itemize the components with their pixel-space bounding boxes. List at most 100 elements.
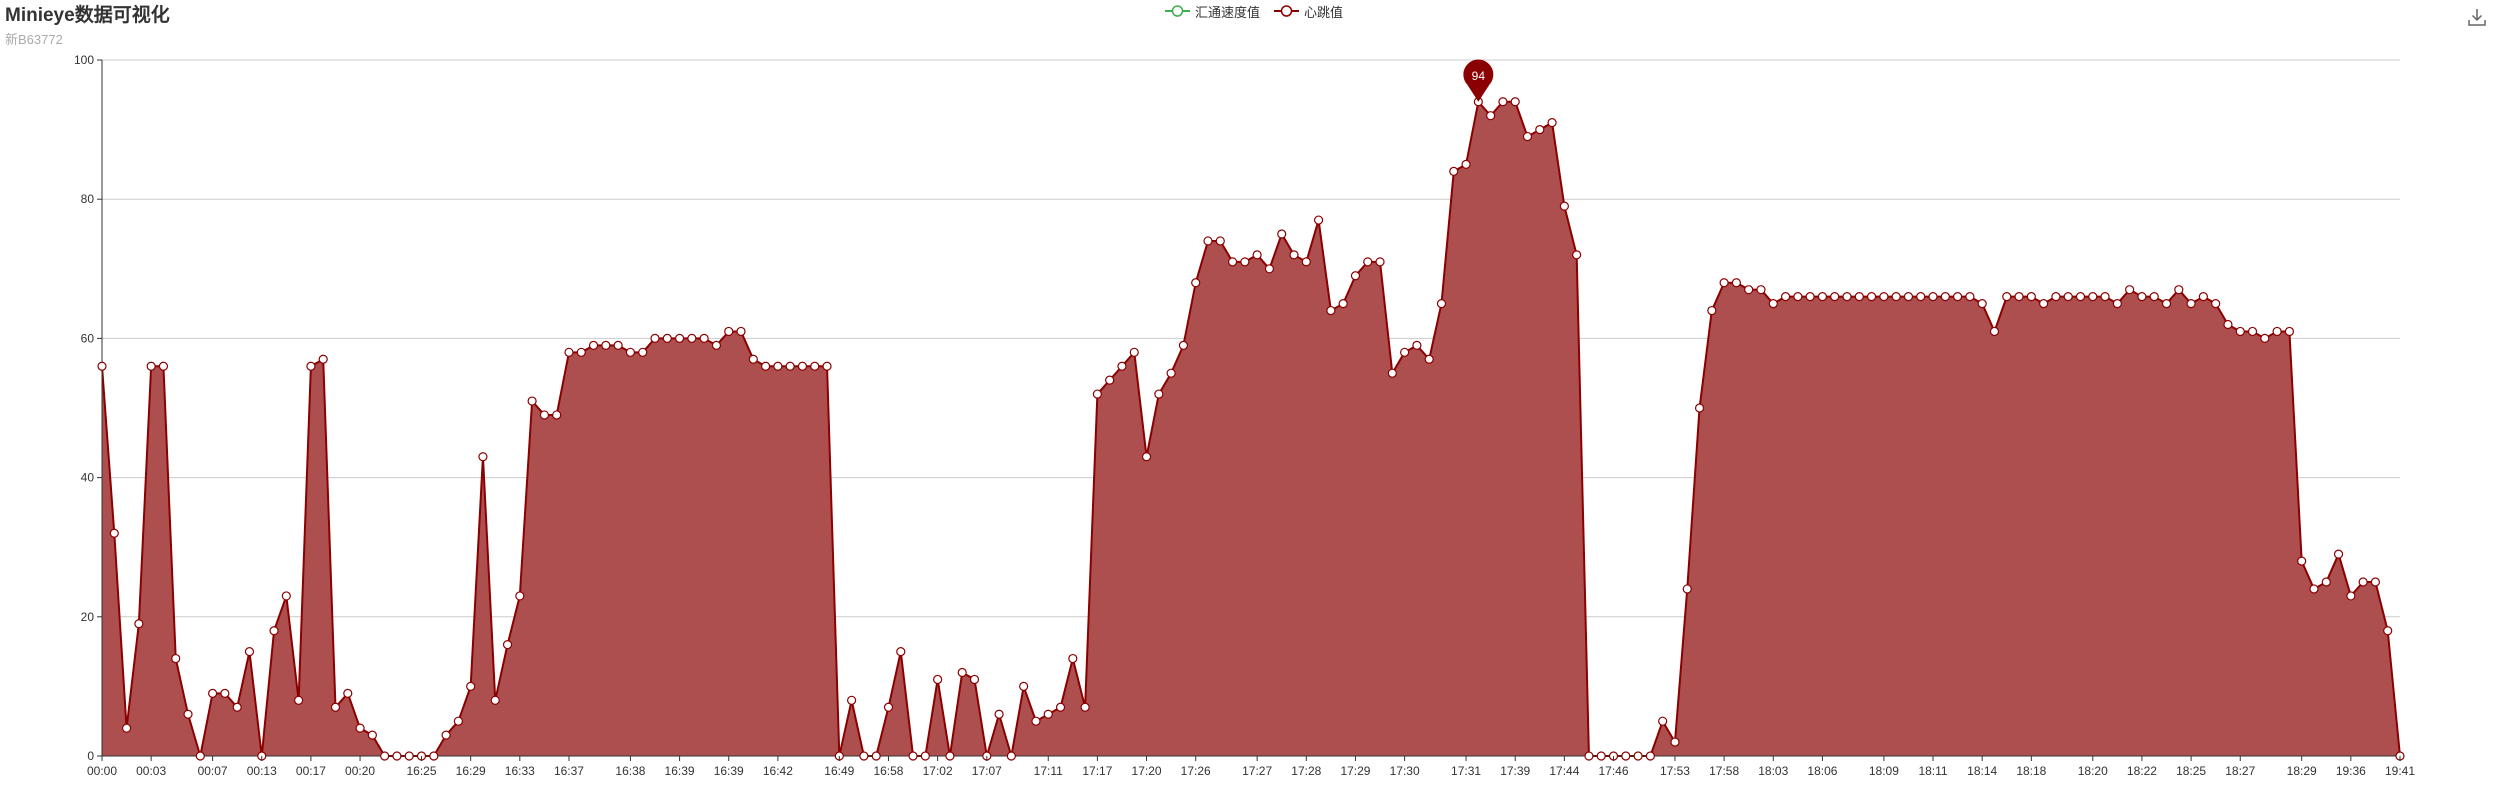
legend-item-series-b[interactable]: 心跳值 <box>1274 2 1343 21</box>
data-point <box>2297 556 2307 566</box>
legend-label-series-a: 汇通速度值 <box>1195 4 1261 20</box>
x-tick-label: 17:28 <box>1291 764 1321 778</box>
x-tick-label: 00:00 <box>87 764 117 778</box>
data-point <box>2051 292 2061 302</box>
data-point <box>1227 257 1238 267</box>
data-point <box>601 340 611 350</box>
data-point <box>1326 305 1336 316</box>
max-marker-pin <box>1463 59 1494 102</box>
data-point <box>1510 97 1520 107</box>
series-area <box>102 101 2400 756</box>
data-point <box>318 354 328 364</box>
x-tick-label: 16:39 <box>665 764 695 778</box>
data-point <box>1068 653 1078 664</box>
data-point <box>1658 716 1668 726</box>
data-point <box>1375 257 1385 267</box>
data-point <box>453 716 463 726</box>
data-point <box>1694 403 1705 413</box>
data-point <box>1953 292 1963 302</box>
data-point <box>822 361 832 371</box>
data-point <box>220 688 230 698</box>
data-point <box>1031 716 1041 726</box>
data-point <box>330 702 341 712</box>
data-point <box>281 591 291 601</box>
data-point <box>1756 285 1766 295</box>
data-point <box>1277 229 1287 239</box>
data-point <box>441 730 451 740</box>
legend-item-series-a[interactable]: 汇通速度值 <box>1165 2 1260 21</box>
data-point <box>2174 285 2184 295</box>
x-tick-label: 17:11 <box>1034 764 1063 778</box>
data-point <box>1424 354 1434 364</box>
data-point <box>1830 292 1840 302</box>
data-point <box>404 751 414 761</box>
x-tick-label: 16:33 <box>505 764 535 778</box>
data-point <box>1449 166 1459 176</box>
x-tick-label: 17:30 <box>1390 764 1420 778</box>
data-point <box>1240 257 1250 267</box>
x-tick-label: 18:11 <box>1918 764 1947 778</box>
data-point <box>748 354 758 364</box>
data-point <box>97 361 107 371</box>
data-point <box>1178 340 1189 350</box>
data-point <box>539 410 549 420</box>
chart-subtitle: 新B63772 <box>5 32 63 47</box>
data-point <box>1916 292 1926 302</box>
data-point <box>2137 292 2147 302</box>
data-point <box>429 751 439 761</box>
x-tick-label: 17:07 <box>972 764 1002 778</box>
x-tick-label: 18:09 <box>1869 764 1899 778</box>
data-point <box>1670 737 1680 747</box>
x-tick-label: 16:29 <box>456 764 486 778</box>
data-point <box>1977 299 1987 309</box>
data-point <box>2014 292 2024 302</box>
data-point <box>207 688 218 698</box>
download-icon[interactable] <box>2466 6 2488 28</box>
data-point <box>625 347 636 357</box>
data-point <box>883 702 894 712</box>
x-tick-label: 00:20 <box>345 764 375 778</box>
x-tick-label: 17:27 <box>1242 764 1272 778</box>
data-point <box>1768 299 1778 309</box>
data-point <box>1928 292 1938 302</box>
data-point <box>1264 264 1275 274</box>
x-tick-label: 18:29 <box>2287 764 2317 778</box>
data-point <box>1498 97 1508 107</box>
data-point <box>576 347 586 357</box>
x-tick-label: 17:20 <box>1132 764 1162 778</box>
data-point <box>158 361 169 371</box>
data-point <box>1707 305 1717 316</box>
data-point <box>1387 368 1397 378</box>
data-point <box>355 723 365 733</box>
data-point <box>1117 361 1127 371</box>
data-point <box>847 695 857 705</box>
data-point <box>1891 292 1901 302</box>
data-point <box>1522 131 1533 142</box>
data-point <box>552 410 562 420</box>
data-point <box>2321 577 2331 587</box>
y-tick-label: 40 <box>81 471 95 485</box>
x-tick-label: 17:17 <box>1082 764 1112 778</box>
x-tick-label: 16:38 <box>615 764 645 778</box>
max-marker-label: 94 <box>1472 69 1486 83</box>
data-point <box>613 340 623 350</box>
data-point <box>1854 292 1864 302</box>
x-tick-label: 17:02 <box>923 764 953 778</box>
data-point <box>146 361 156 371</box>
data-point <box>2247 326 2258 337</box>
data-point <box>711 340 722 350</box>
data-point <box>269 626 279 636</box>
x-tick-label: 16:58 <box>873 764 903 778</box>
data-point <box>1535 125 1545 135</box>
data-point <box>2284 326 2295 337</box>
data-point <box>1621 751 1631 761</box>
data-point <box>502 640 513 650</box>
data-point <box>294 695 304 705</box>
x-tick-label: 18:22 <box>2127 764 2157 778</box>
data-point <box>1301 257 1311 267</box>
data-point <box>1842 292 1852 302</box>
legend-label-series-b: 心跳值 <box>1304 4 1344 20</box>
data-point <box>896 646 906 657</box>
x-tick-label: 19:36 <box>2336 764 2366 778</box>
data-point <box>1252 250 1262 260</box>
